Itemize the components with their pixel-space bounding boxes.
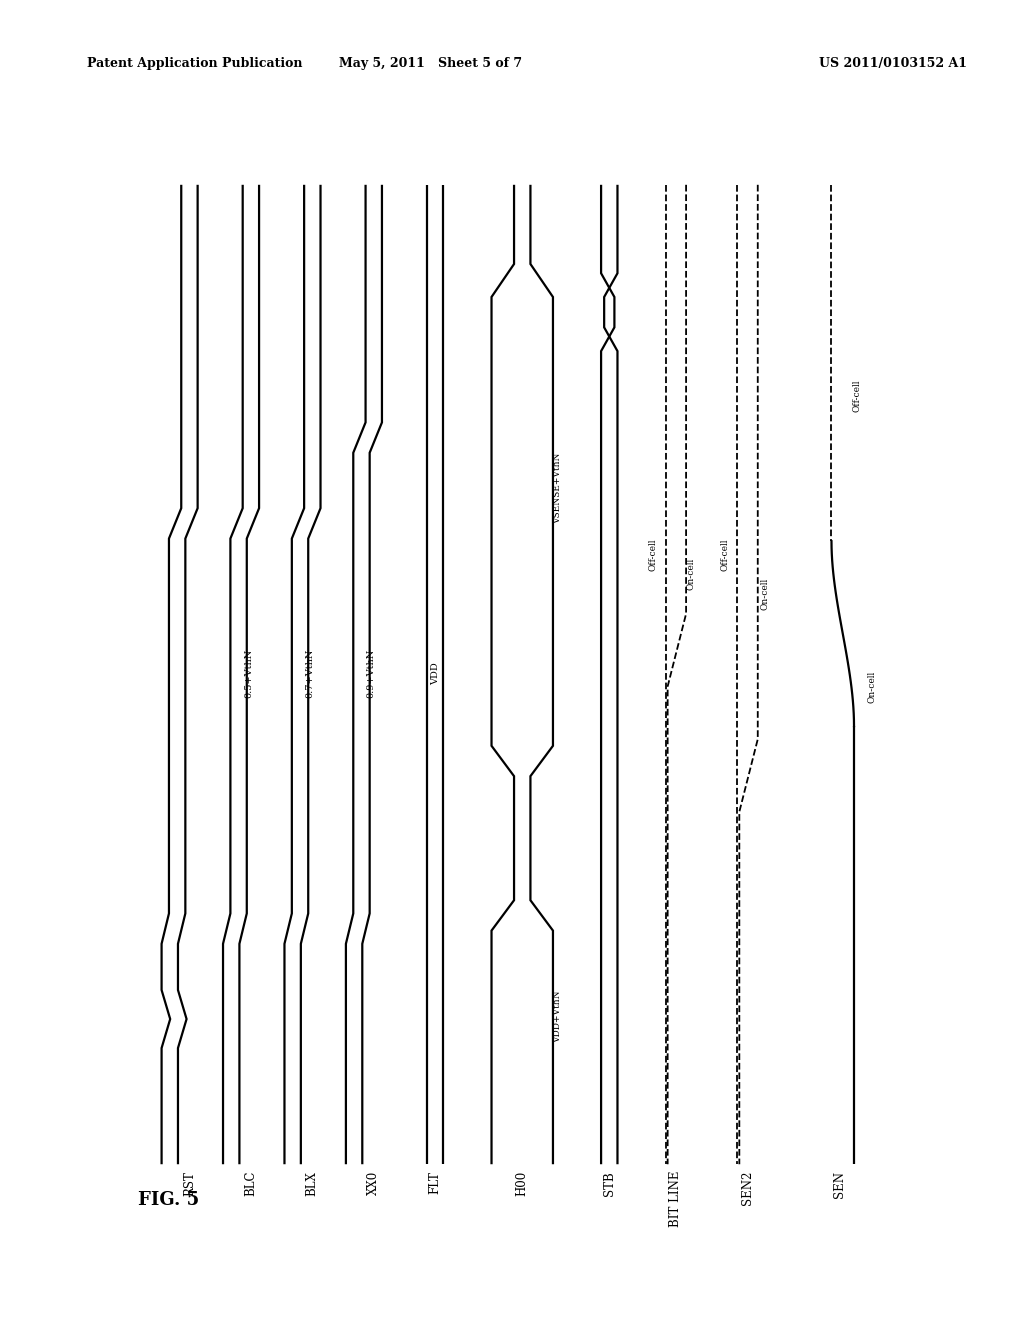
Text: FIG. 5: FIG. 5 xyxy=(138,1191,200,1209)
Text: VSENSE+VthN: VSENSE+VthN xyxy=(554,453,562,524)
Text: Off-cell: Off-cell xyxy=(649,539,657,570)
Text: On-cell: On-cell xyxy=(687,558,695,590)
Text: Off-cell: Off-cell xyxy=(853,380,861,412)
Text: VDD+VthN: VDD+VthN xyxy=(554,990,562,1043)
Text: On-cell: On-cell xyxy=(868,671,877,702)
Text: XX0: XX0 xyxy=(368,1171,380,1195)
Text: BLX: BLX xyxy=(306,1171,318,1196)
Text: Patent Application Publication: Patent Application Publication xyxy=(87,57,302,70)
Text: US 2011/0103152 A1: US 2011/0103152 A1 xyxy=(819,57,968,70)
Text: VDD: VDD xyxy=(431,661,439,685)
Text: H00: H00 xyxy=(516,1171,528,1196)
Text: FLT: FLT xyxy=(429,1171,441,1193)
Text: 0.9+VthN: 0.9+VthN xyxy=(367,648,376,698)
Text: RST: RST xyxy=(183,1171,196,1196)
Text: SEN: SEN xyxy=(834,1171,846,1197)
Text: On-cell: On-cell xyxy=(761,578,769,610)
Text: Off-cell: Off-cell xyxy=(721,539,729,570)
Text: STB: STB xyxy=(603,1171,615,1196)
Text: BLC: BLC xyxy=(245,1171,257,1196)
Text: SEN2: SEN2 xyxy=(741,1171,754,1205)
Text: 0.7+VthN: 0.7+VthN xyxy=(305,648,314,698)
Text: BIT LINE: BIT LINE xyxy=(670,1171,682,1228)
Text: 0.5+VthN: 0.5+VthN xyxy=(244,648,253,698)
Text: May 5, 2011   Sheet 5 of 7: May 5, 2011 Sheet 5 of 7 xyxy=(339,57,521,70)
